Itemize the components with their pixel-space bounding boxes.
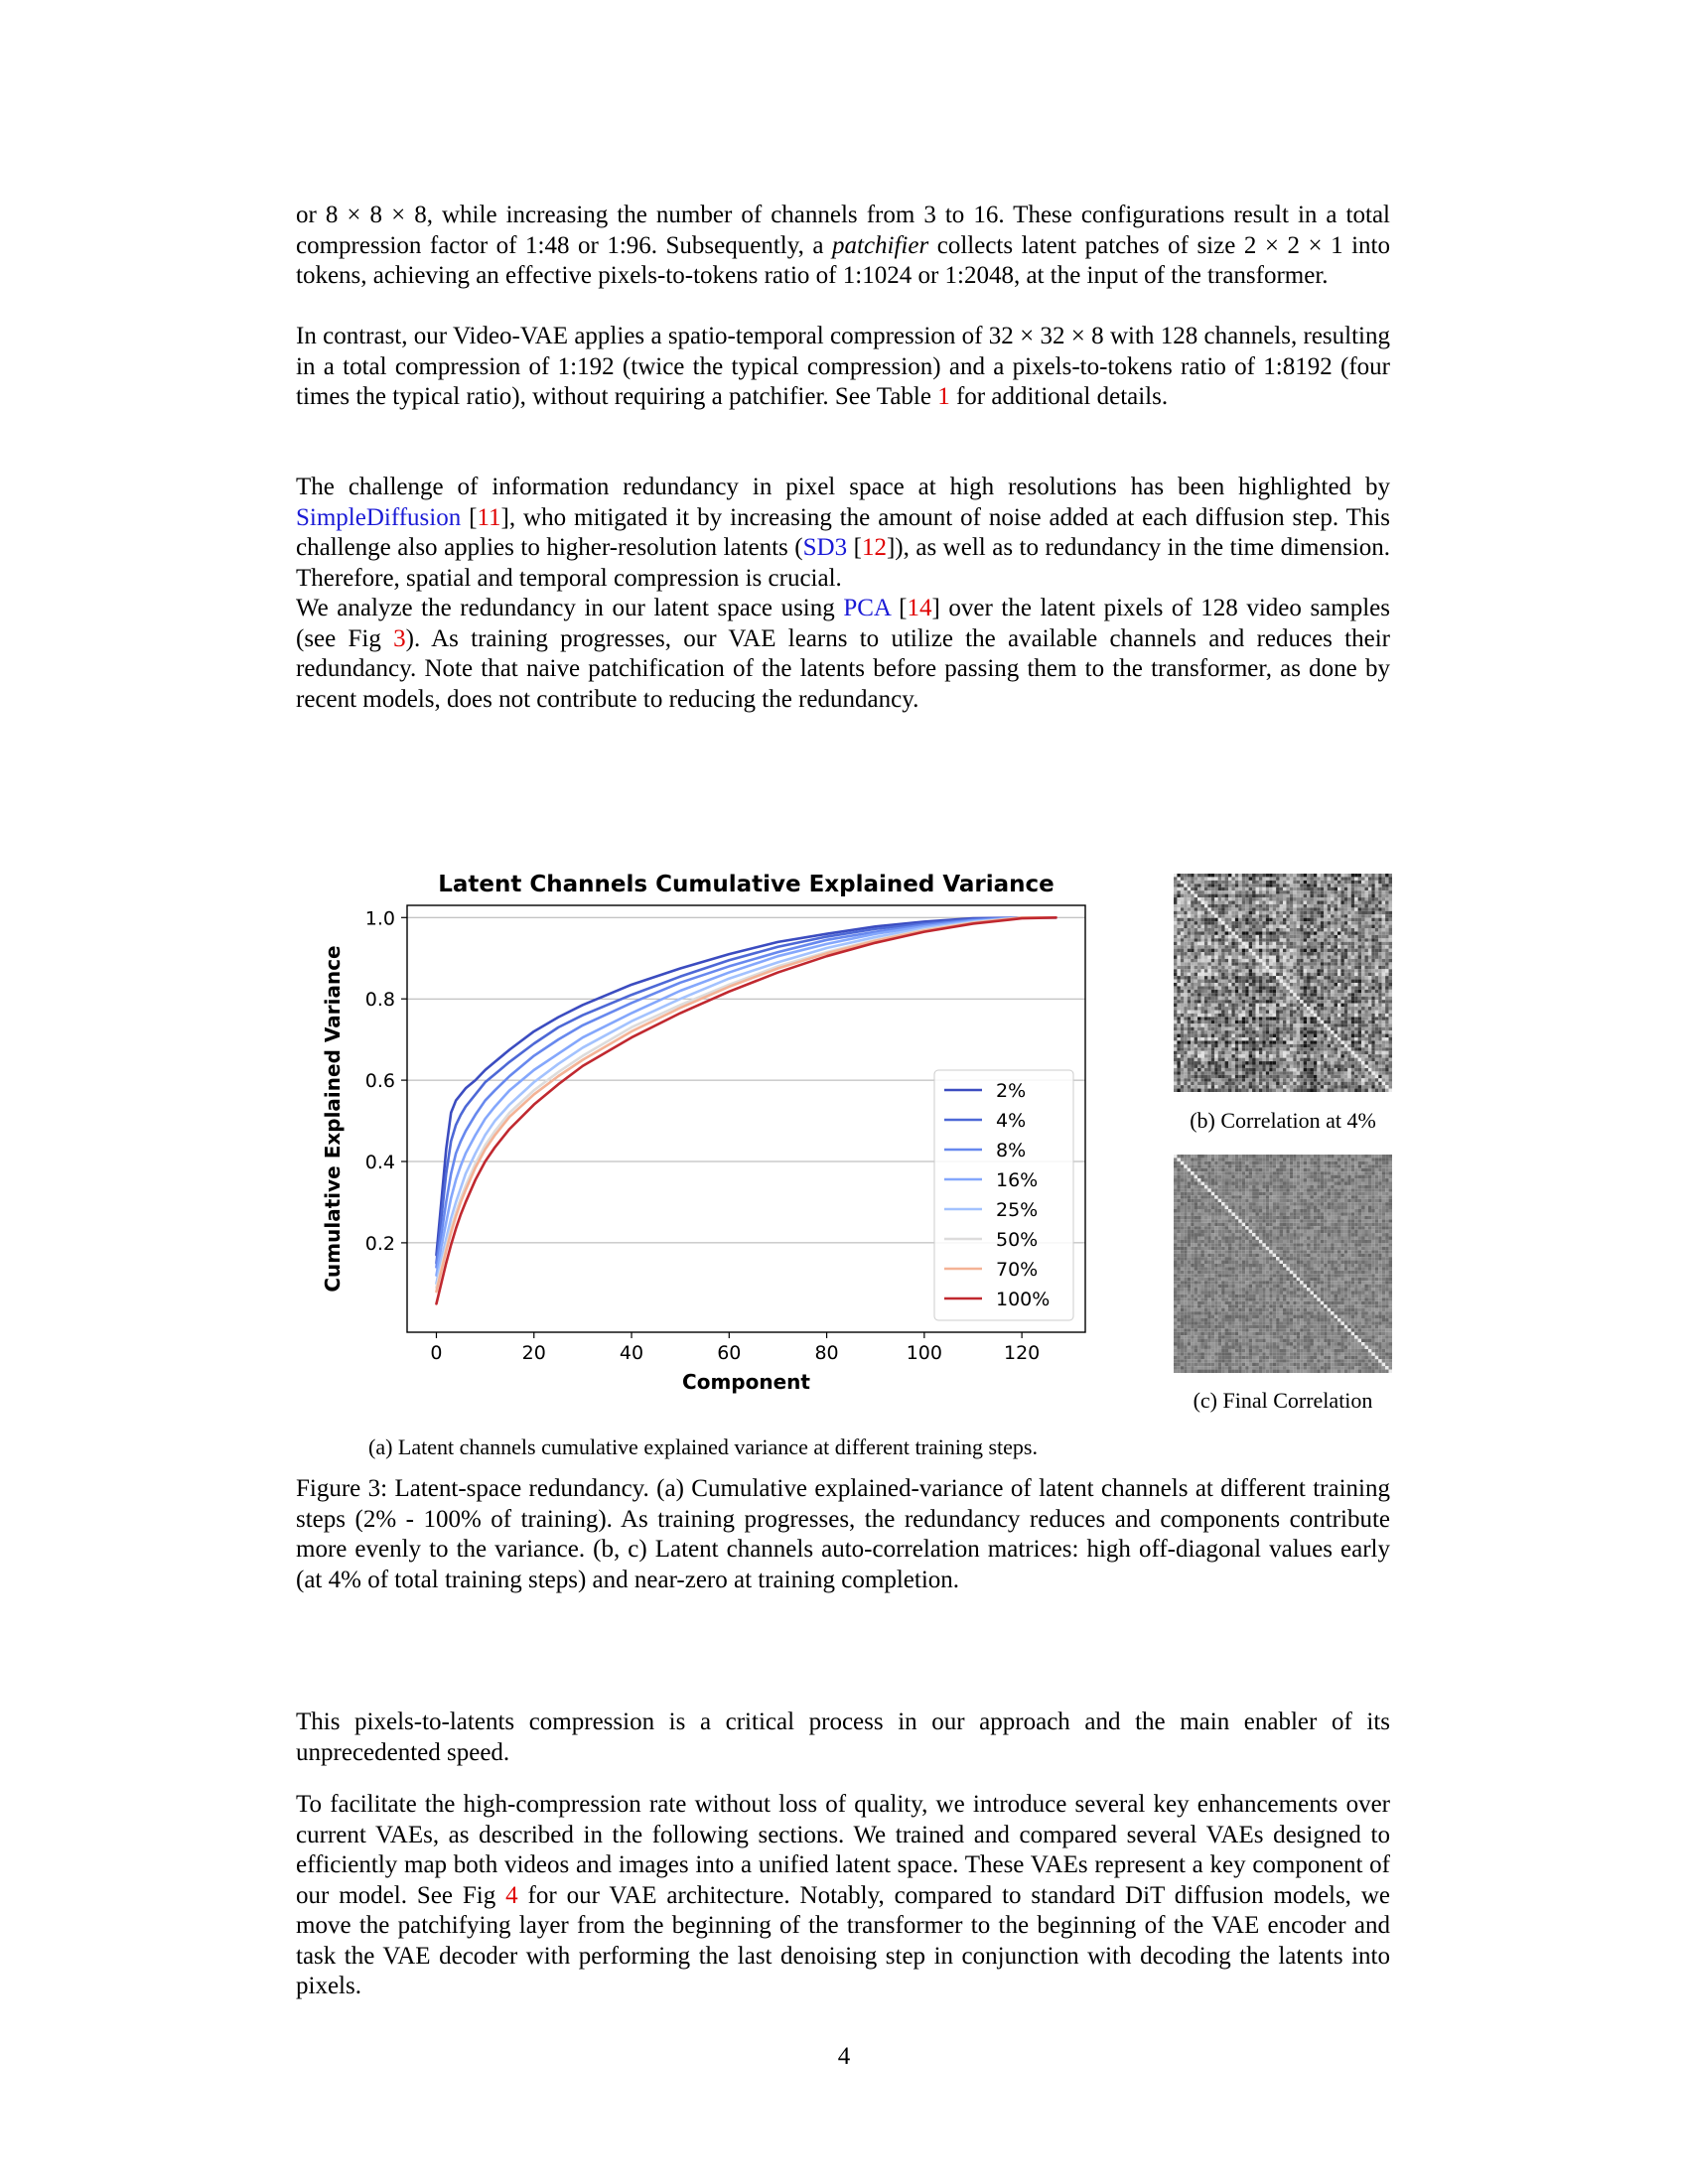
paragraph-2: In contrast, our Video-VAE applies a spa… (296, 322, 1390, 413)
x-tick-label: 0 (430, 1342, 442, 1364)
explained-variance-chart: 0 20 40 60 80 100 120 0.2 0.4 0.6 0.8 1.0 Latent Cha… (321, 872, 1086, 1394)
y-tick-label: 0.8 (365, 989, 395, 1011)
p1-text-b: collects latent patches of size 2 × 2 × … (296, 231, 1390, 290)
figure-3-link[interactable]: 3 (393, 624, 406, 652)
x-tick-label: 60 (717, 1342, 741, 1364)
subcaption-c: (c) Final Correlation (1193, 1388, 1373, 1413)
legend-label: 4% (996, 1110, 1026, 1132)
series-line-8pct (435, 915, 1057, 1269)
p3-text-c: ], who mitigated it by increasing the am… (296, 503, 1390, 562)
x-tick-label: 20 (522, 1342, 546, 1364)
plot-frame (406, 904, 1086, 1333)
matrix-cells (1174, 874, 1392, 1092)
matrix-cells (1174, 1155, 1392, 1373)
chart-title: Latent Channels Cumulative Explained Var… (438, 872, 1054, 897)
y-tick-label: 0.4 (365, 1152, 395, 1173)
x-tick-label: 40 (620, 1342, 643, 1364)
subcaption-a: (a) Latent channels cumulative explained… (368, 1434, 1038, 1459)
series-line-4pct (435, 915, 1057, 1265)
p6-text-a: To facilitate the high-compression rate … (296, 1791, 1390, 1909)
p4-text-d: ). As training progresses, our VAE learn… (296, 624, 1390, 713)
legend-label: 25% (996, 1199, 1038, 1221)
y-axis-label: Cumulative Explained Variance (321, 945, 345, 1292)
p3-text-e: ]), as well as to redundancy in the time… (296, 534, 1390, 592)
series-line-100pct (435, 915, 1057, 1305)
page-number: 4 (837, 2043, 851, 2070)
legend-label: 50% (996, 1229, 1038, 1251)
table-ref-link[interactable]: 1 (937, 383, 950, 410)
correlation-matrix-4pct (1174, 874, 1392, 1092)
legend-label: 16% (996, 1169, 1038, 1191)
x-axis-label: Component (682, 1370, 810, 1394)
p1-emphasis: patchifier (832, 231, 929, 259)
citation-11-link[interactable]: 11 (477, 503, 501, 531)
p2-text-a: In contrast, our Video-VAE applies a spa… (296, 323, 1390, 410)
legend-label: 100% (996, 1289, 1050, 1310)
figure-caption: Figure 3: Latent-space redundancy. (a) C… (296, 1475, 1390, 1593)
p3-text-b: [ (461, 503, 478, 531)
subcaption-b: (b) Correlation at 4% (1190, 1108, 1376, 1133)
x-tick-label: 80 (814, 1342, 838, 1364)
legend-label: 8% (996, 1140, 1026, 1161)
paragraph-4: We analyze the redundancy in our latent … (296, 594, 1390, 715)
p4-text-b: [ (890, 595, 908, 621)
paragraph-5: This pixels-to-latents compression is a … (296, 1708, 1390, 1766)
paragraph-6: To facilitate the high-compression rate … (296, 1790, 1390, 2002)
series-line-16pct (435, 915, 1057, 1277)
p4-text-c: ] over the latent pixels of 128 video sa… (296, 595, 1390, 652)
y-tick-label: 0.6 (365, 1070, 395, 1092)
correlation-matrix-final (1174, 1155, 1392, 1373)
series-line-70pct (435, 915, 1057, 1294)
simplediffusion-link[interactable]: SimpleDiffusion (296, 503, 462, 531)
p3-text-a: The challenge of information redundancy … (296, 474, 1390, 500)
legend-label: 2% (996, 1080, 1026, 1102)
legend-box (933, 1069, 1074, 1321)
x-tick-label: 100 (907, 1342, 942, 1364)
p6-text-b: for our VAE architecture. Notably, compa… (296, 1881, 1390, 2000)
y-tick-label: 1.0 (365, 907, 395, 929)
p1-text-a: or 8 × 8 × 8, while increasing the numbe… (296, 202, 1390, 259)
paragraph-1: or 8 × 8 × 8, while increasing the numbe… (296, 201, 1390, 292)
x-tick-label: 120 (1004, 1342, 1040, 1364)
y-tick-label: 0.2 (365, 1233, 395, 1255)
figure-4-link[interactable]: 4 (505, 1881, 518, 1909)
series-line-2pct (435, 915, 1057, 1257)
pca-link[interactable]: PCA (843, 595, 891, 621)
citation-14-link[interactable]: 14 (907, 595, 932, 621)
legend-label: 70% (996, 1259, 1038, 1281)
series-line-25pct (435, 915, 1057, 1286)
p3-text-d: [ (847, 534, 862, 561)
sd3-link[interactable]: SD3 (802, 534, 848, 561)
p2-text-b: for additional details. (949, 383, 1169, 410)
p4-text-a: We analyze the redundancy in our latent … (296, 595, 844, 621)
citation-12-link[interactable]: 12 (861, 534, 887, 561)
paragraph-3: The challenge of information redundancy … (296, 473, 1390, 594)
